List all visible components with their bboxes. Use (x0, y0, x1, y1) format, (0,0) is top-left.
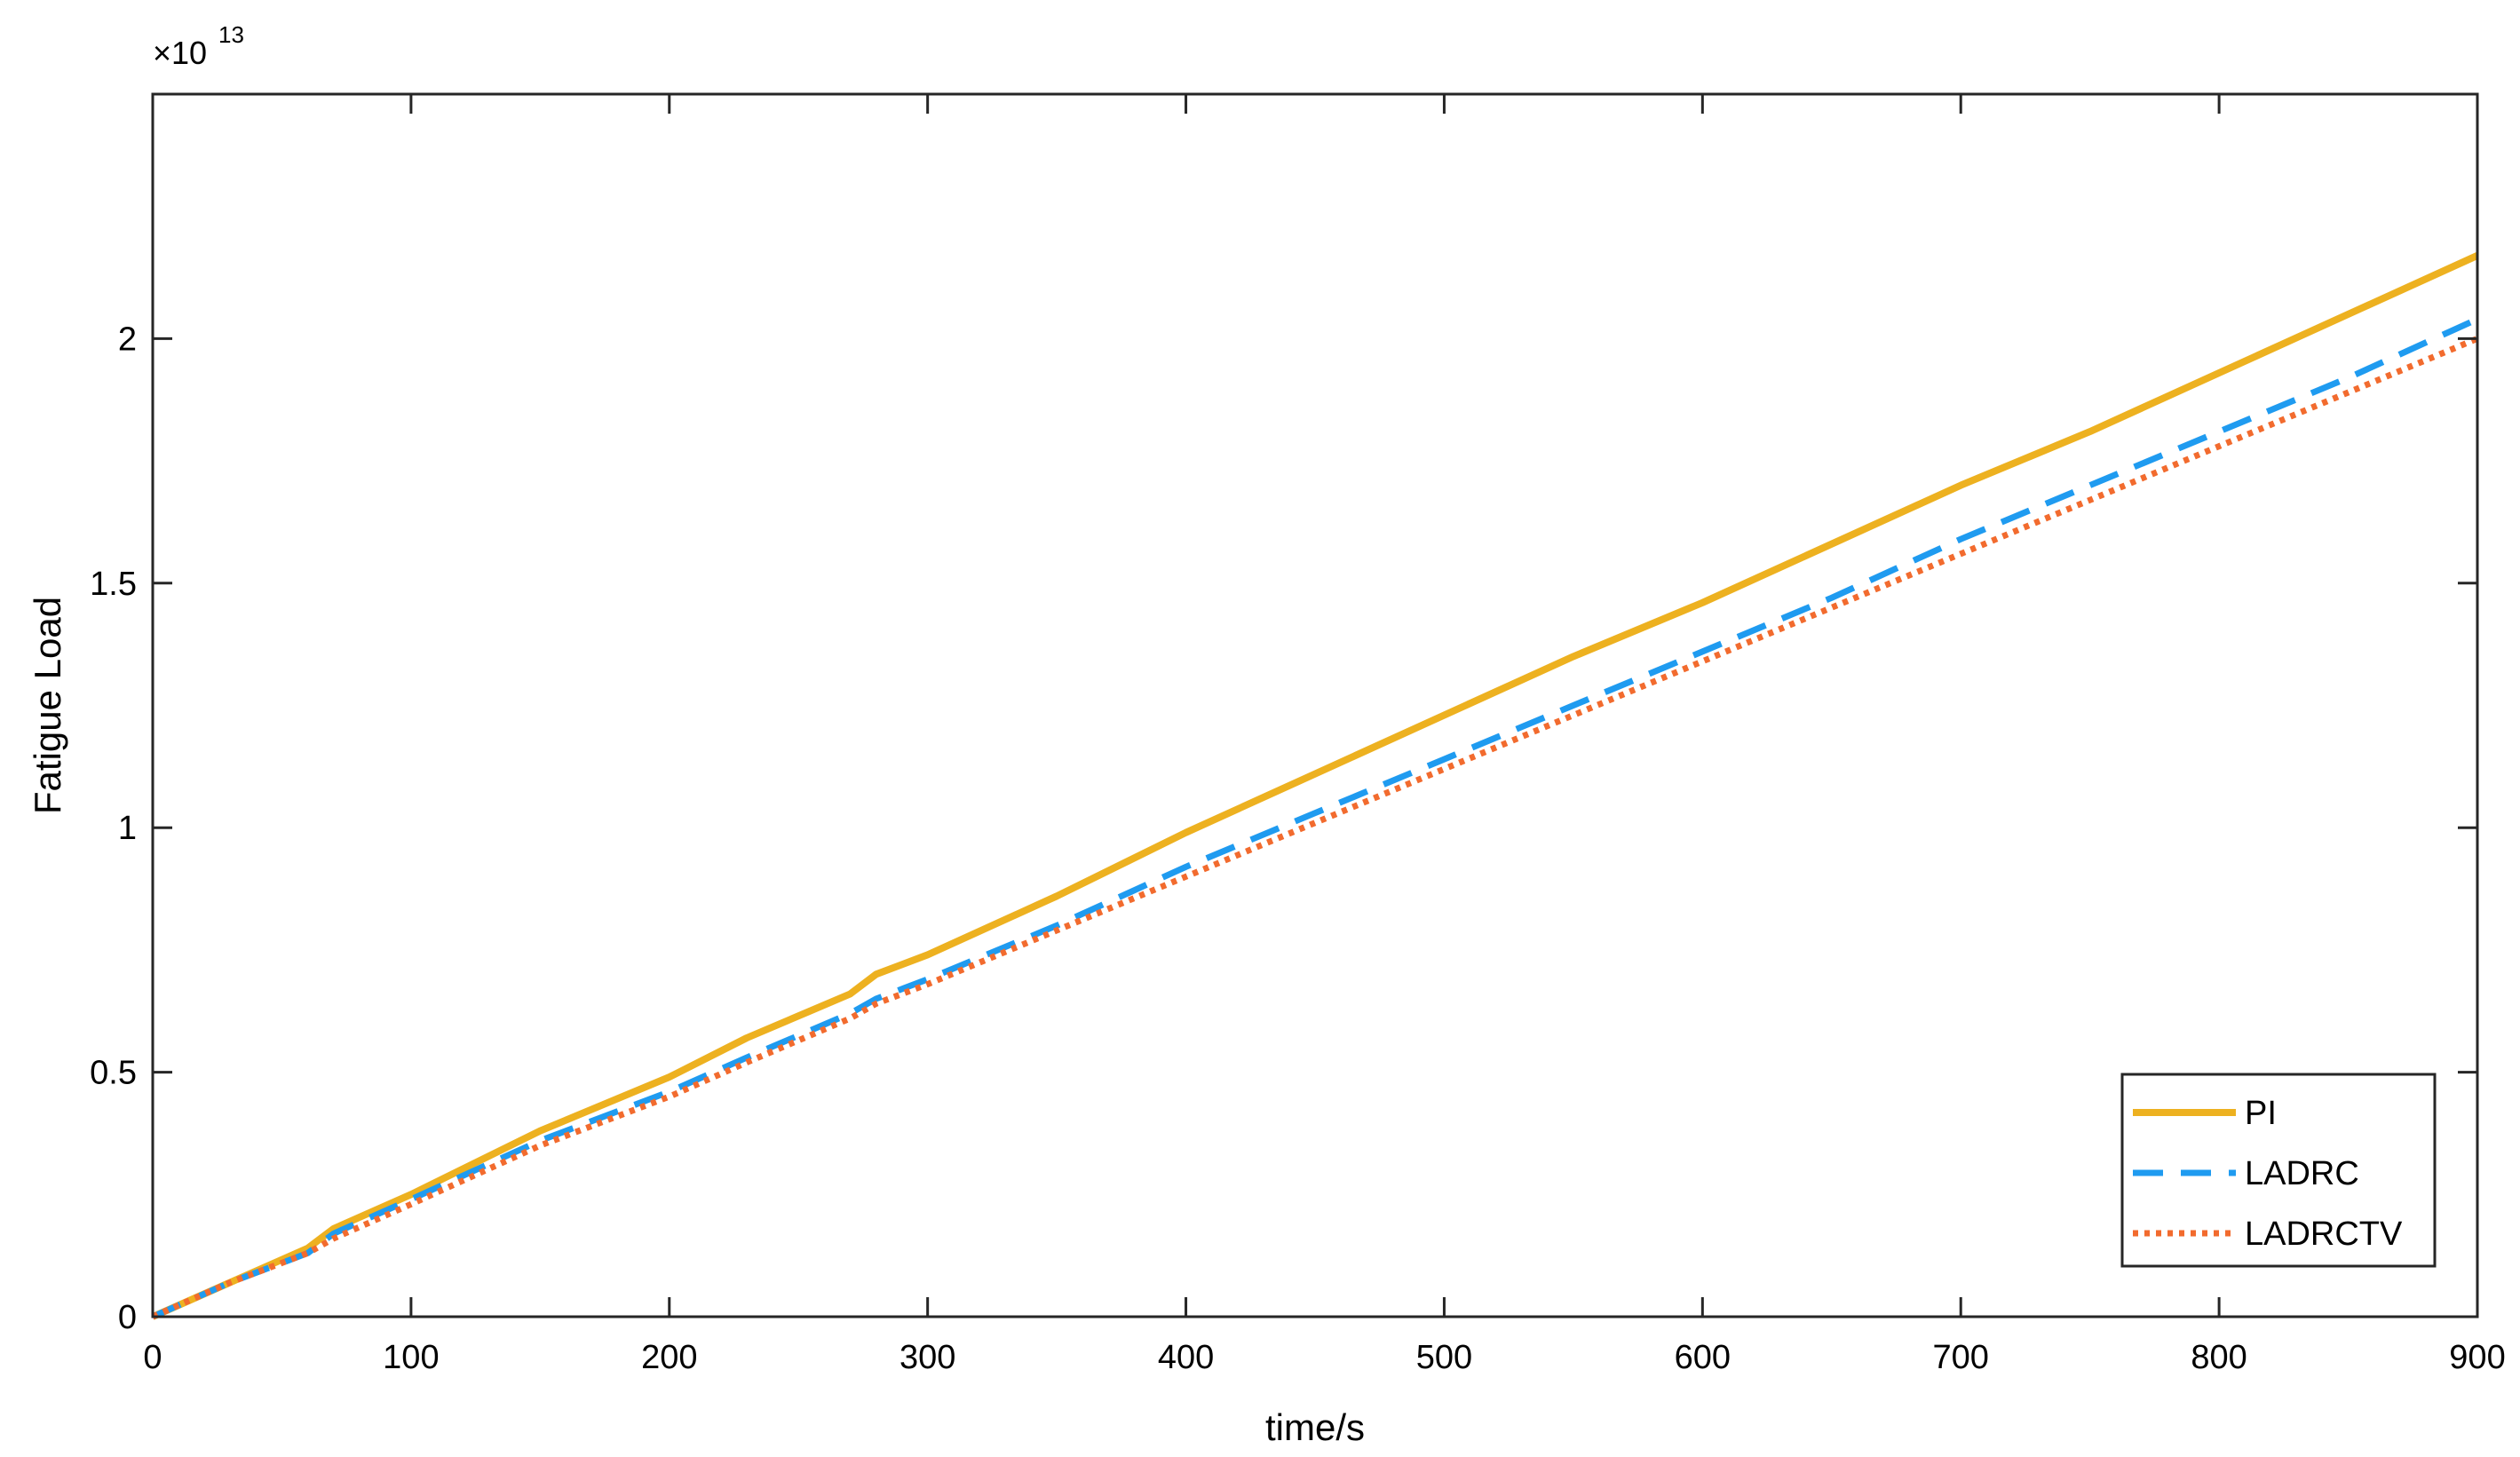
series-line-ladrc (151, 316, 2479, 1320)
y-tick-label: 0.5 (90, 1055, 137, 1092)
x-tick-label: 700 (1933, 1339, 1989, 1376)
y-tick-label: 2 (118, 321, 137, 358)
y-tick-label: 1 (118, 810, 137, 847)
series-layer (151, 252, 2479, 1320)
legend-label-ladrc: LADRC (2245, 1155, 2359, 1192)
ticks-layer: 0 100 200 300 400 500 600 700 800 900 0 0.5 1 1.5 2 (90, 94, 2506, 1376)
y-tick-label: 0 (118, 1299, 137, 1336)
y-multiplier: ×10 13 (153, 21, 244, 71)
x-tick-label: 400 (1158, 1339, 1214, 1376)
y-multiplier-base: ×10 (153, 35, 207, 71)
series-line-ladrctv (151, 336, 2479, 1320)
legend-label-pi: PI (2245, 1095, 2277, 1132)
x-tick-label: 800 (2191, 1339, 2247, 1376)
legend: PI LADRC LADRCTV (2120, 1073, 2437, 1268)
x-tick-label: 600 (1675, 1339, 1731, 1376)
legend-box (2120, 1073, 2437, 1268)
x-tick-label: 300 (899, 1339, 955, 1376)
x-tick-label: 0 (143, 1339, 162, 1376)
series-line-pi (151, 252, 2479, 1320)
y-tick-label: 1.5 (90, 566, 137, 603)
y-multiplier-exponent: 13 (218, 21, 244, 48)
x-tick-label: 200 (641, 1339, 697, 1376)
x-tick-label: 100 (383, 1339, 439, 1376)
x-axis-label: time/s (1265, 1406, 1365, 1448)
x-tick-label: 900 (2449, 1339, 2505, 1376)
legend-label-ladrctv: LADRCTV (2245, 1215, 2403, 1253)
x-tick-label: 500 (1416, 1339, 1472, 1376)
axes-box (151, 92, 2479, 1318)
y-axis-label: Fatigue Load (27, 597, 68, 814)
